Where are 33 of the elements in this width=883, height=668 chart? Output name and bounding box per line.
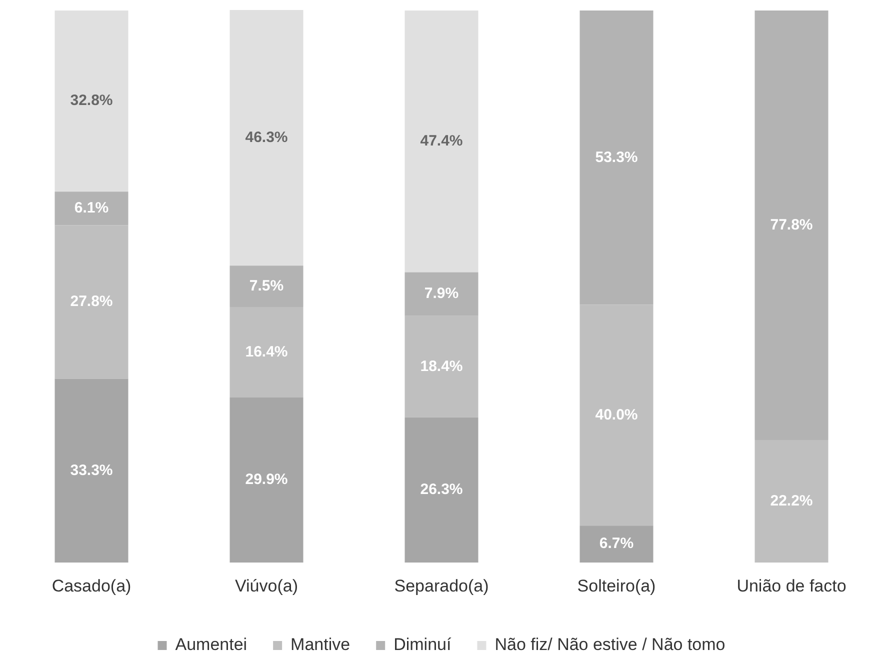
data-label: 27.8% [70,293,113,310]
bar [230,398,304,563]
bar [54,378,128,563]
legend-label: Não fiz/ Não estive / Não tomo [494,635,726,654]
data-label: 46.3% [245,128,288,146]
data-label: 47.4% [420,132,463,150]
bar [580,526,654,563]
data-label: 7.9% [424,285,459,302]
x-tick-label: Solteiro(a) [577,576,656,596]
data-label: 6.7% [599,535,634,552]
legend-label: Mantive [290,635,350,654]
x-tick-label: Separado(a) [394,576,489,596]
data-label: 16.4% [245,343,288,360]
data-label: 7.5% [249,277,284,294]
x-tick-label: Viúvo(a) [235,576,298,596]
bar [54,10,128,192]
bar [404,417,478,563]
x-tick-label: Casado(a) [52,576,132,596]
data-label: 18.4% [420,358,463,375]
legend-label: Aumentei [175,635,248,654]
data-label: 77.8% [770,216,813,234]
data-label: 40.0% [595,406,638,424]
data-label: 32.8% [70,92,113,110]
data-label: 6.1% [74,200,109,217]
data-label: 22.2% [770,492,813,510]
bar [230,10,304,266]
bar [404,10,478,272]
data-label: 33.3% [70,462,113,479]
data-label: 29.9% [245,471,288,488]
x-tick-label: União de facto [736,576,846,596]
data-label: 26.3% [420,481,463,498]
legend-label: Diminuí [394,635,452,654]
data-label: 53.3% [595,148,638,166]
